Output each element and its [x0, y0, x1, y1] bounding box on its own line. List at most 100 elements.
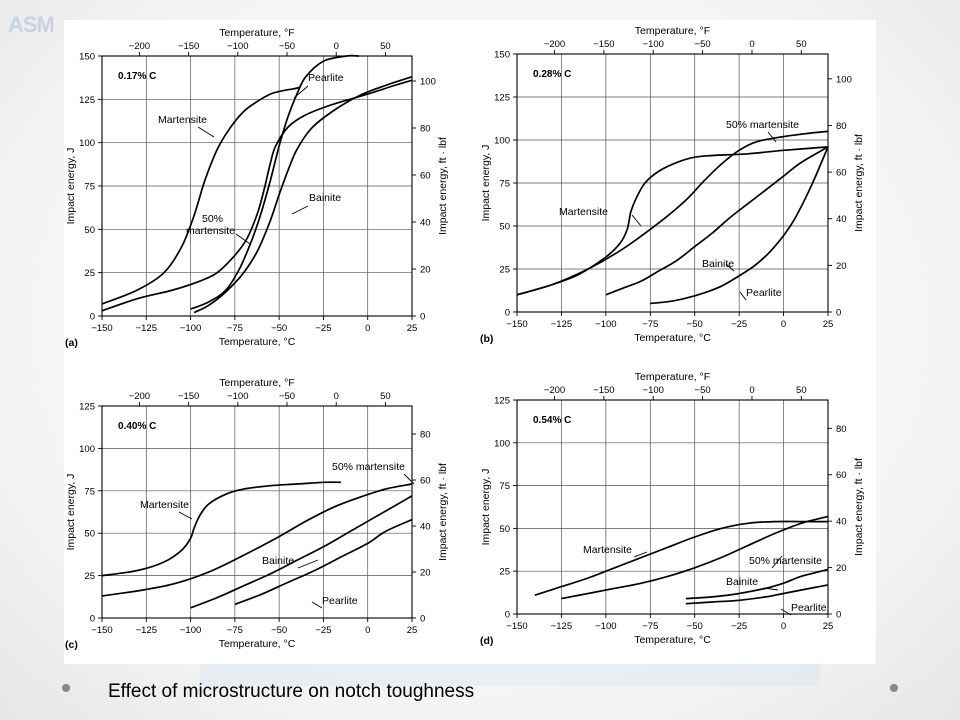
label-leader-line [197, 126, 215, 138]
right-tick-label: 20 [420, 264, 431, 275]
microstructure-charts: −150 −125 −100 −75 −50 −25 0 25 Temperature, °C −… [65, 25, 865, 651]
right-tick-label: 0 [836, 610, 841, 621]
y-tick-label: 125 [79, 95, 95, 106]
x-tick-label: −100 [595, 319, 616, 330]
right-tick-label: 20 [836, 261, 847, 272]
asm-logo: ASM [8, 12, 55, 37]
curve-label: Martensite [158, 114, 207, 126]
label-leader-line [178, 511, 193, 520]
label-leader-line [725, 263, 735, 272]
x-axis-label: Temperature, °C [634, 634, 711, 646]
top-tick-label: −50 [695, 385, 711, 396]
panel-label: (d) [480, 635, 493, 647]
curve-label: Bainite [309, 192, 341, 204]
series-line-martensite [534, 520, 828, 597]
top-tick-label: −50 [695, 39, 711, 50]
y-tick-label: 25 [499, 567, 510, 578]
series-line-pearlite [234, 518, 413, 606]
right-axis-label: Impact energy, ft · lbf [437, 463, 449, 561]
top-tick-label: −100 [643, 385, 664, 396]
y-axis-label: Impact energy, J [65, 148, 77, 225]
right-tick-label: 20 [836, 563, 847, 574]
curve-label: 50% martensite [332, 461, 405, 473]
series-line-bainite [193, 75, 413, 314]
y-tick-label: 50 [84, 529, 95, 540]
panel-label: (c) [65, 639, 78, 651]
series-line-50-martensite [101, 79, 413, 312]
y-tick-label: 0 [90, 312, 95, 323]
label-leader-line [763, 587, 779, 591]
x-tick-label: −75 [642, 621, 658, 632]
curve-label: 50% martensite [749, 555, 822, 567]
x-tick-label: −125 [136, 625, 157, 636]
y-tick-label: 75 [499, 481, 510, 492]
top-axis-label: Temperature, °F [635, 25, 710, 37]
x-tick-label: −75 [227, 625, 243, 636]
series-line-50-martensite [516, 130, 829, 296]
top-tick-label: −100 [643, 39, 664, 50]
curve-label: 50% martensite [726, 119, 799, 131]
x-tick-label: −100 [180, 323, 201, 334]
y-tick-label: 50 [84, 225, 95, 236]
panel-label: (a) [65, 337, 78, 349]
right-tick-label: 40 [836, 214, 847, 225]
x-tick-label: −75 [642, 319, 658, 330]
y-tick-label: 50 [499, 524, 510, 535]
x-axis-label: Temperature, °C [219, 336, 296, 348]
right-tick-label: 80 [836, 121, 847, 132]
series-line-martensite [101, 481, 342, 577]
top-tick-label: 50 [796, 385, 807, 396]
x-tick-label: −100 [180, 625, 201, 636]
carbon-content-label: 0.54% C [533, 415, 571, 426]
plot-frame [516, 399, 829, 615]
label-leader-line [633, 551, 648, 558]
curve-label: Pearlite [308, 72, 344, 84]
curve-label: martensite [186, 225, 235, 237]
label-leader-line [291, 205, 309, 215]
series-line-martensite [101, 86, 301, 305]
x-tick-label: −25 [315, 323, 331, 334]
x-tick-label: −50 [687, 319, 703, 330]
label-leader-line [297, 559, 319, 569]
slide-caption: Effect of microstructure on notch toughn… [108, 681, 475, 702]
right-axis-label: Impact energy, ft · lbf [853, 134, 865, 232]
top-tick-label: −150 [178, 41, 199, 52]
curve-label: Bainite [726, 576, 758, 588]
x-tick-label: −125 [136, 323, 157, 334]
series-line-pearlite [685, 584, 829, 605]
y-tick-label: 25 [84, 268, 95, 279]
y-tick-label: 100 [79, 138, 95, 149]
y-tick-label: 150 [494, 50, 510, 61]
right-tick-label: 0 [420, 312, 425, 323]
x-tick-label: −125 [551, 621, 572, 632]
carbon-content-label: 0.28% C [533, 69, 571, 80]
label-leader-line [293, 85, 309, 99]
top-axis-label: Temperature, °F [219, 377, 294, 389]
curve-label: Pearlite [746, 287, 782, 299]
top-tick-label: 0 [334, 41, 339, 52]
right-tick-label: 80 [420, 123, 431, 134]
label-leader-line [771, 555, 783, 569]
top-tick-label: −100 [227, 391, 248, 402]
right-tick-label: 60 [836, 168, 847, 179]
top-tick-label: −50 [279, 391, 295, 402]
x-tick-label: −50 [271, 625, 287, 636]
right-tick-label: 100 [420, 76, 436, 87]
top-tick-label: −200 [544, 39, 565, 50]
y-axis-label: Impact energy, J [480, 145, 492, 222]
top-tick-label: −50 [279, 41, 295, 52]
x-tick-label: 25 [407, 625, 418, 636]
label-leader-line [631, 214, 642, 227]
x-tick-label: 25 [823, 319, 834, 330]
x-tick-label: −125 [551, 319, 572, 330]
series-line-pearlite [190, 54, 359, 310]
series-line-pearlite [650, 146, 829, 305]
x-tick-label: −25 [731, 621, 747, 632]
panel-label: (b) [480, 333, 493, 345]
y-tick-label: 125 [79, 402, 95, 413]
top-tick-label: 50 [380, 41, 391, 52]
right-tick-label: 80 [836, 424, 847, 435]
top-tick-label: 0 [334, 391, 339, 402]
y-tick-label: 125 [494, 396, 510, 407]
x-tick-label: 0 [781, 621, 786, 632]
